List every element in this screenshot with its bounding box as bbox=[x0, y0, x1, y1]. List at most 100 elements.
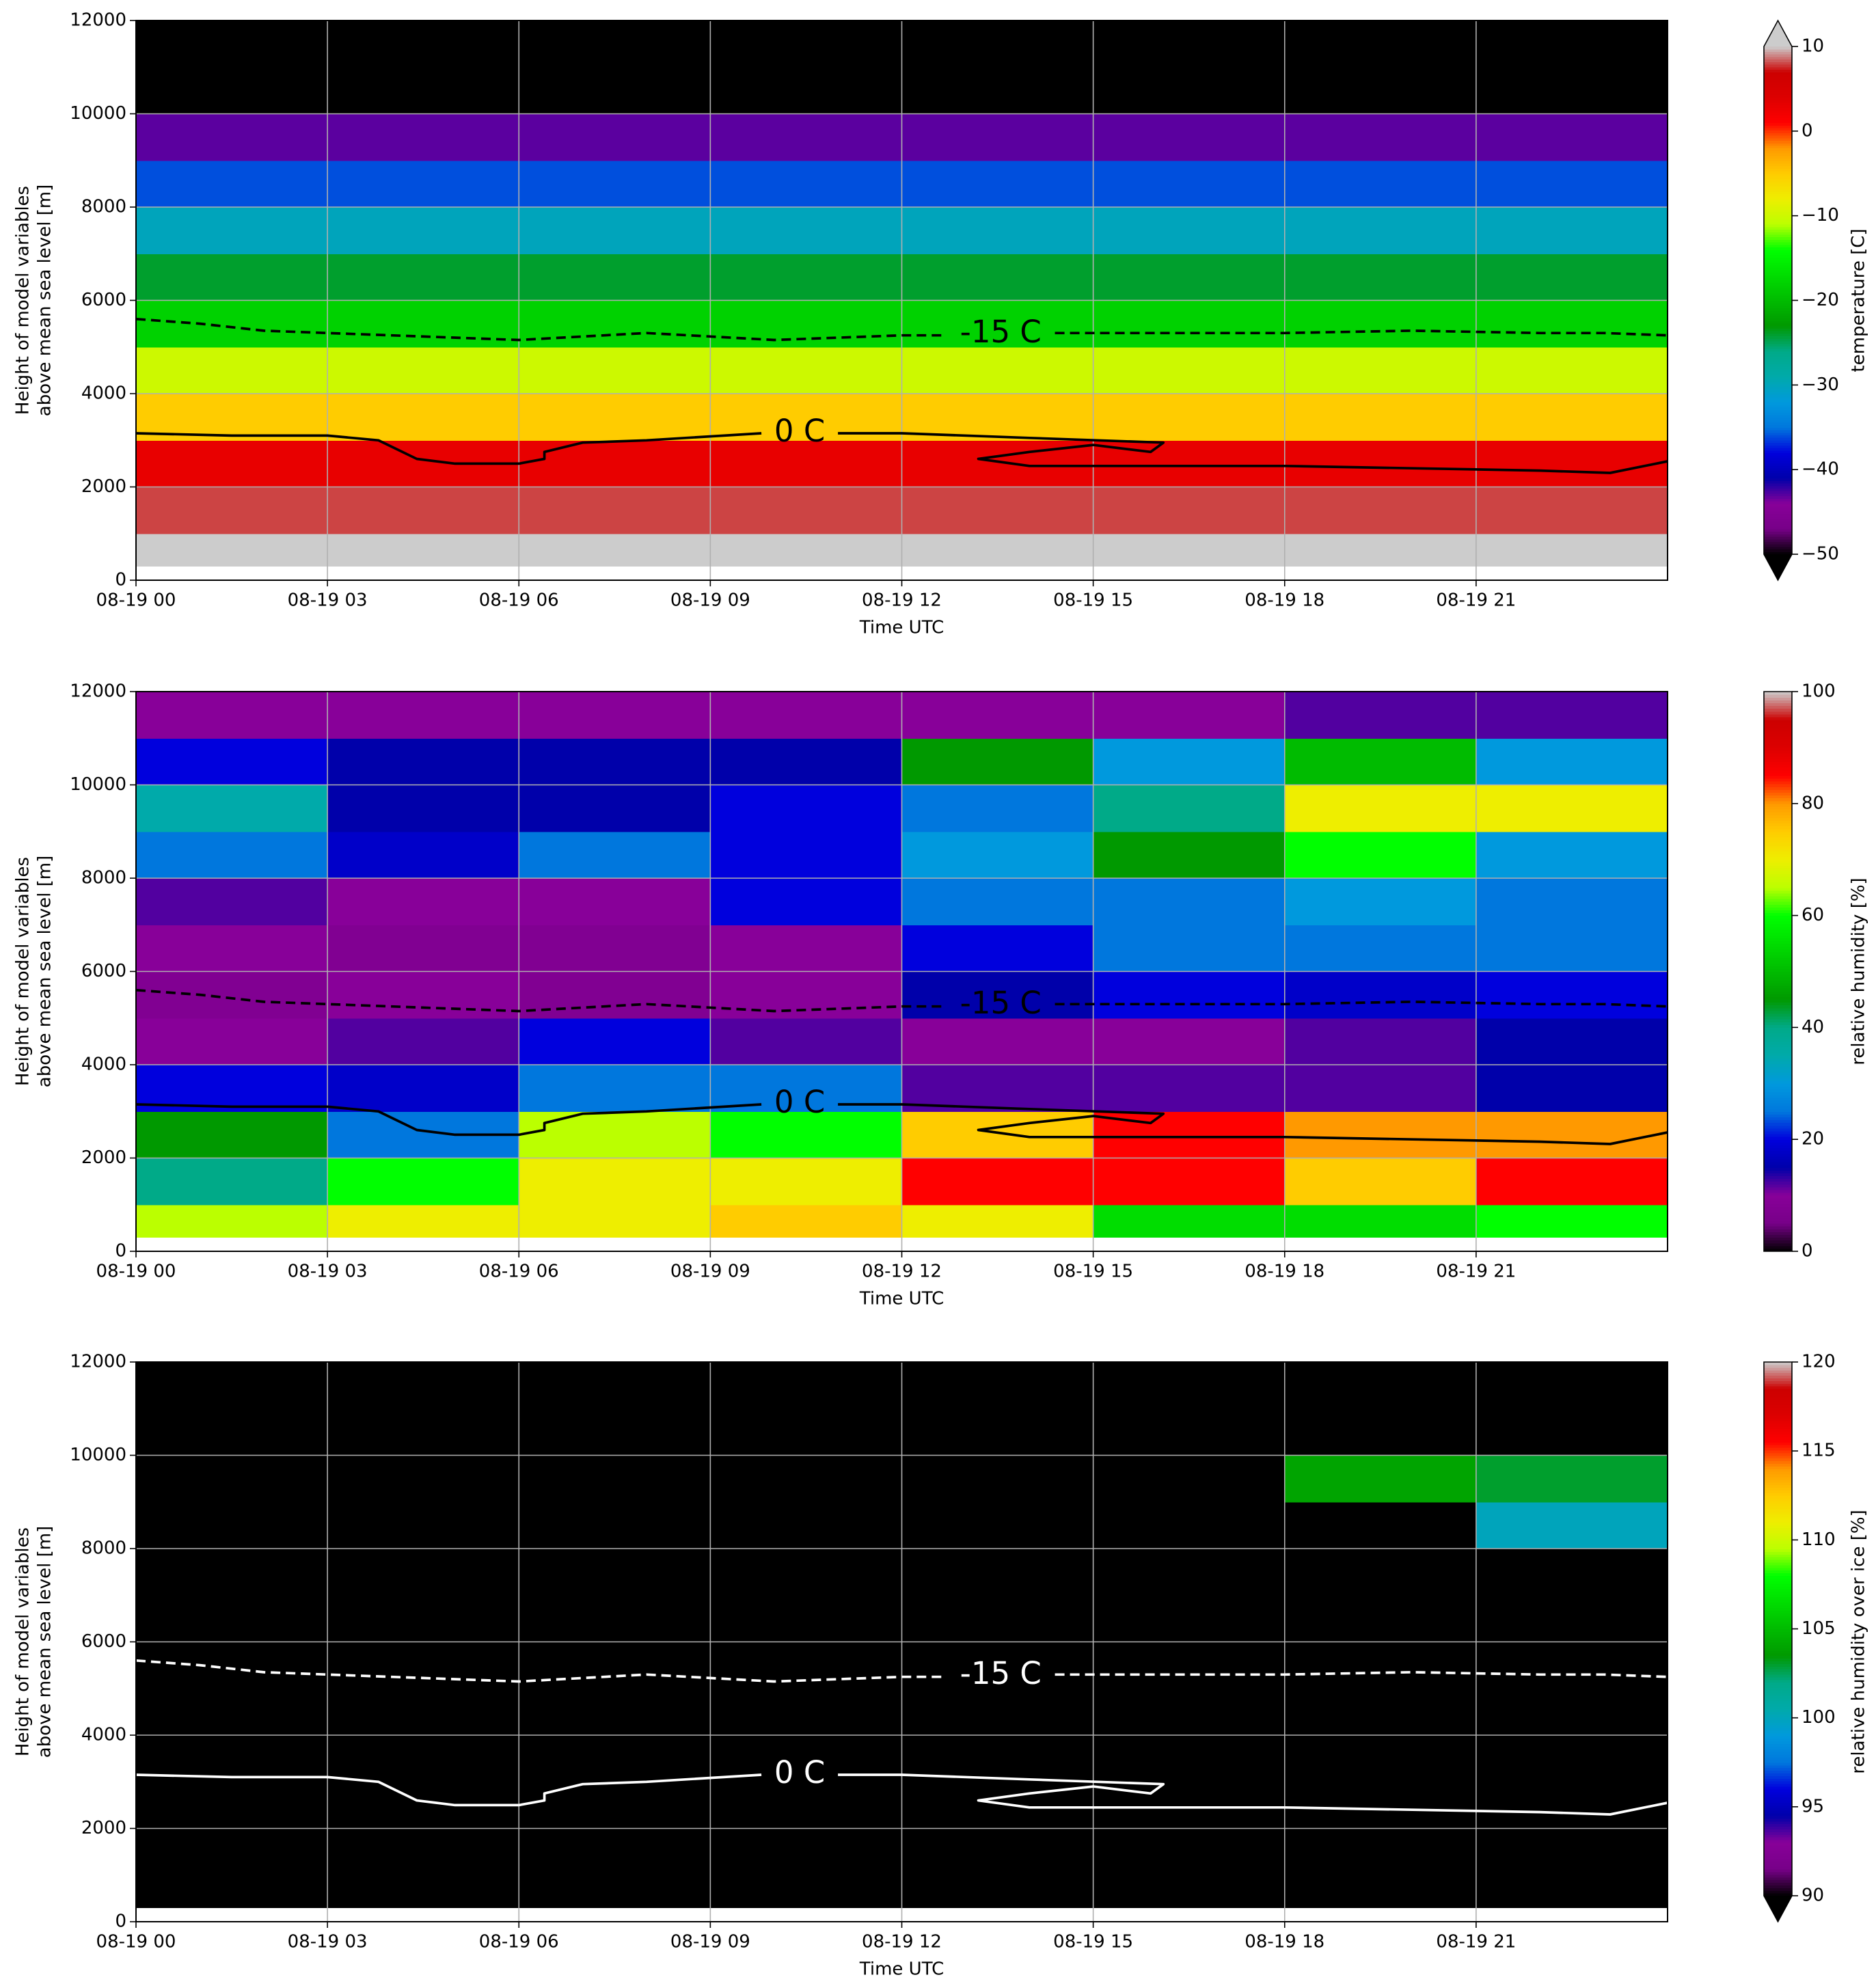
colorbar-segment bbox=[1764, 51, 1792, 55]
colorbar-segment bbox=[1764, 1055, 1792, 1059]
colorbar-segment bbox=[1764, 204, 1792, 207]
heatmap-cell bbox=[1476, 1595, 1668, 1642]
heatmap-cell bbox=[1284, 1688, 1477, 1736]
colorbar-segment bbox=[1764, 800, 1792, 804]
colorbar-extend-min bbox=[1764, 554, 1792, 580]
colorbar-segment bbox=[1764, 109, 1792, 113]
x-tick-label: 08-19 12 bbox=[862, 590, 942, 611]
heatmap-cell bbox=[901, 831, 1094, 879]
contour-label: -15 C bbox=[960, 985, 1042, 1021]
heatmap-cell bbox=[710, 971, 902, 1019]
colorbar-segment bbox=[1764, 703, 1792, 707]
colorbar-segment bbox=[1764, 1038, 1792, 1042]
colorbar-segment bbox=[1764, 1591, 1792, 1595]
colorbar-segment bbox=[1764, 308, 1792, 311]
heatmap-cell bbox=[1093, 878, 1286, 925]
colorbar-tick-label: 60 bbox=[1802, 905, 1824, 925]
y-tick-label: 8000 bbox=[81, 868, 126, 888]
colorbar-segment bbox=[1764, 1525, 1792, 1528]
heatmap-cell bbox=[1476, 1204, 1668, 1238]
colorbar-extend-min bbox=[1764, 1896, 1792, 1922]
colorbar-segment bbox=[1764, 1738, 1792, 1742]
colorbar-segment bbox=[1764, 1551, 1792, 1555]
colorbar-segment bbox=[1764, 198, 1792, 202]
colorbar-segment bbox=[1764, 843, 1792, 846]
colorbar-segment bbox=[1764, 1783, 1792, 1787]
colorbar-segment bbox=[1764, 1223, 1792, 1227]
colorbar-segment bbox=[1764, 977, 1792, 981]
heatmap-cell bbox=[1284, 1408, 1477, 1456]
y-tick-label: 12000 bbox=[70, 1352, 126, 1372]
colorbar-segment bbox=[1764, 196, 1792, 200]
colorbar-segment bbox=[1764, 943, 1792, 947]
colorbar-segment bbox=[1764, 1626, 1792, 1630]
colorbar-segment bbox=[1764, 351, 1792, 355]
colorbar-segment bbox=[1764, 929, 1792, 933]
colorbar-segment bbox=[1764, 1781, 1792, 1784]
heatmap-cell bbox=[1476, 831, 1668, 879]
colorbar-segment bbox=[1764, 1220, 1792, 1224]
colorbar-segment bbox=[1764, 1198, 1792, 1201]
colorbar-segment bbox=[1764, 1402, 1792, 1406]
heatmap-cell bbox=[1476, 1408, 1668, 1456]
colorbar-segment bbox=[1764, 275, 1792, 278]
colorbar-segment bbox=[1764, 506, 1792, 509]
colorbar-segment bbox=[1764, 1436, 1792, 1440]
colorbar-segment bbox=[1764, 94, 1792, 98]
colorbar-segment bbox=[1764, 744, 1792, 748]
colorbar-segment bbox=[1764, 325, 1792, 329]
heatmap-cell bbox=[1476, 1362, 1668, 1409]
colorbar-segment bbox=[1764, 1010, 1792, 1014]
colorbar-segment bbox=[1764, 1503, 1792, 1507]
colorbar-segment bbox=[1764, 1522, 1792, 1525]
colorbar-segment bbox=[1764, 954, 1792, 958]
colorbar-segment bbox=[1764, 725, 1792, 729]
colorbar-segment bbox=[1764, 1812, 1792, 1816]
colorbar-segment bbox=[1764, 778, 1792, 782]
colorbar-segment bbox=[1764, 1615, 1792, 1619]
heatmap-cell bbox=[1284, 1875, 1477, 1909]
colorbar-segment bbox=[1764, 358, 1792, 362]
colorbar-segment bbox=[1764, 491, 1792, 494]
colorbar-segment bbox=[1764, 1128, 1792, 1132]
colorbar-segment bbox=[1764, 840, 1792, 843]
colorbar-segment bbox=[1764, 759, 1792, 762]
heatmap-cell bbox=[1476, 878, 1668, 925]
colorbar-segment bbox=[1764, 1439, 1792, 1443]
colorbar-segment bbox=[1764, 1493, 1792, 1496]
x-tick-label: 08-19 06 bbox=[479, 1932, 559, 1952]
colorbar-segment bbox=[1764, 439, 1792, 444]
colorbar-segment bbox=[1764, 392, 1792, 395]
colorbar-segment bbox=[1764, 1871, 1792, 1875]
colorbar-segment bbox=[1764, 1407, 1792, 1411]
colorbar-segment bbox=[1764, 1086, 1792, 1090]
colorbar-segment bbox=[1764, 985, 1792, 989]
colorbar-segment bbox=[1764, 781, 1792, 785]
colorbar-segment bbox=[1764, 1058, 1792, 1062]
colorbar-segment bbox=[1764, 435, 1792, 438]
colorbar-segment bbox=[1764, 295, 1792, 299]
colorbar-segment bbox=[1764, 1165, 1792, 1168]
y-axis-label: Height of model variables bbox=[13, 857, 33, 1086]
colorbar-segment bbox=[1764, 1607, 1792, 1611]
colorbar-segment bbox=[1764, 1506, 1792, 1510]
colorbar-segment bbox=[1764, 318, 1792, 321]
colorbar-segment bbox=[1764, 705, 1792, 709]
heatmap-cell bbox=[519, 1018, 711, 1065]
colorbar-segment bbox=[1764, 1061, 1792, 1065]
heatmap-cell bbox=[710, 785, 902, 832]
heatmap-cell bbox=[1284, 1828, 1477, 1876]
y-tick-label: 6000 bbox=[81, 1631, 126, 1652]
colorbar-segment bbox=[1764, 882, 1792, 886]
colorbar-segment bbox=[1764, 1201, 1792, 1204]
colorbar-segment bbox=[1764, 1487, 1792, 1491]
colorbar-segment bbox=[1764, 700, 1792, 703]
colorbar-segment bbox=[1764, 414, 1792, 418]
heatmap-cell bbox=[901, 878, 1094, 925]
heatmap-cell bbox=[327, 692, 519, 739]
colorbar-segment bbox=[1764, 1775, 1792, 1779]
heatmap-cell bbox=[1476, 1549, 1668, 1596]
x-tick-label: 08-19 12 bbox=[862, 1262, 942, 1282]
contour-line bbox=[135, 988, 1668, 1013]
y-axis-label: above mean sea level [m] bbox=[35, 856, 55, 1087]
